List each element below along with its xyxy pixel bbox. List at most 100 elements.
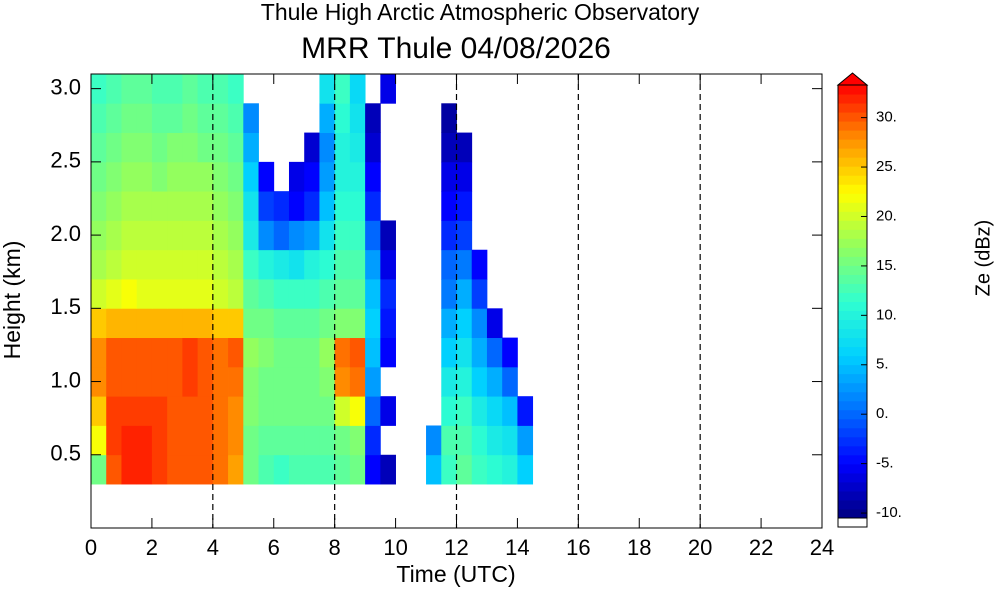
heatmap-cell — [273, 454, 290, 485]
heatmap-cell — [334, 220, 351, 251]
heatmap-cell — [136, 191, 153, 221]
heatmap-cell — [106, 396, 122, 426]
heatmap-cell — [151, 103, 168, 133]
heatmap-cell — [182, 366, 199, 397]
colorbar-tick-label: 30. — [876, 109, 897, 126]
heatmap-cell — [91, 425, 107, 456]
heatmap-cell — [212, 425, 229, 456]
heatmap-cell — [441, 103, 457, 133]
heatmap-cell — [151, 161, 168, 192]
x-tick-label: 4 — [207, 535, 219, 560]
x-axis-label: Time (UTC) — [396, 561, 515, 587]
heatmap-cell — [456, 425, 473, 456]
heatmap-cell — [151, 74, 168, 104]
heatmap-cell — [212, 249, 229, 280]
heatmap-cell — [258, 191, 275, 221]
heatmap-cell — [121, 337, 138, 368]
heatmap-cell — [121, 161, 138, 192]
heatmap-cell — [349, 74, 366, 104]
colorbar-band — [838, 463, 867, 474]
heatmap-cell — [136, 161, 153, 192]
heatmap-cell — [456, 191, 473, 221]
heatmap-cell — [304, 191, 320, 221]
heatmap-cell — [243, 191, 259, 221]
heatmap-cell — [212, 337, 229, 368]
colorbar-band — [838, 283, 867, 293]
heatmap-cell — [228, 425, 244, 456]
heatmap-cell — [365, 425, 381, 456]
colorbar-band — [838, 175, 867, 185]
heatmap-cell — [167, 103, 183, 133]
heatmap-cell — [167, 161, 183, 192]
heatmap-cell — [456, 279, 473, 309]
heatmap-cell — [273, 249, 290, 280]
heatmap-cell — [212, 132, 229, 163]
colorbar-band — [838, 256, 867, 266]
heatmap-cell — [121, 132, 138, 163]
heatmap-cell — [106, 191, 122, 221]
heatmap-cell — [288, 220, 305, 251]
colorbar-tick-label: 10. — [876, 306, 897, 323]
heatmap-cell — [349, 132, 366, 163]
colorbar-label: Ze (dBz) — [972, 220, 994, 297]
heatmap-cell — [304, 366, 320, 397]
y-tick-label: 2.0 — [50, 221, 81, 246]
colorbar-tick-label: 20. — [876, 207, 897, 224]
heatmap-cell — [106, 74, 122, 104]
heatmap-cell — [365, 132, 381, 163]
heatmap-cell — [319, 337, 336, 368]
heatmap-cell — [288, 337, 305, 368]
colorbar-band — [838, 301, 867, 312]
heatmap-cell — [243, 249, 259, 280]
heatmap-cell — [197, 366, 214, 397]
chart-subtitle: MRR Thule 04/08/2026 — [301, 32, 611, 65]
heatmap-cell — [91, 396, 107, 426]
heatmap-cell — [228, 103, 244, 133]
colorbar-band — [838, 373, 867, 384]
heatmap-cell — [319, 103, 336, 133]
heatmap-cell — [471, 425, 488, 456]
heatmap-cell — [304, 425, 320, 456]
heatmap-cell — [441, 308, 457, 339]
heatmap-cell — [349, 454, 366, 485]
colorbar-band — [838, 319, 867, 330]
heatmap-cell — [243, 132, 259, 163]
heatmap-cell — [365, 308, 381, 339]
heatmap-cell — [304, 279, 320, 309]
heatmap-cell — [456, 454, 473, 485]
heatmap-cell — [121, 366, 138, 397]
heatmap-cell — [91, 132, 107, 163]
heatmap-cell — [182, 396, 199, 426]
heatmap-cell — [502, 337, 518, 368]
heatmap-cell — [441, 191, 457, 221]
heatmap-cell — [136, 132, 153, 163]
heatmap-cell — [212, 220, 229, 251]
heatmap-cell — [365, 249, 381, 280]
colorbar-arrow — [836, 72, 869, 86]
colorbar-band — [838, 337, 867, 348]
colorbar-band — [838, 157, 867, 167]
heatmap-cell — [151, 132, 168, 163]
heatmap-cell — [365, 454, 381, 485]
colorbar-band — [838, 166, 867, 176]
heatmap-cell — [243, 366, 259, 397]
colorbar-band — [838, 400, 867, 411]
heatmap-cell — [471, 454, 488, 485]
heatmap-cell — [91, 279, 107, 309]
heatmap-cell — [106, 132, 122, 163]
heatmap-cell — [288, 161, 305, 192]
heatmap-cell — [243, 220, 259, 251]
heatmap-cell — [380, 454, 396, 485]
heatmap-cell — [106, 161, 122, 192]
heatmap-cell — [121, 454, 138, 485]
colorbar-band — [838, 508, 867, 519]
heatmap-cell — [258, 425, 275, 456]
heatmap-cell — [106, 103, 122, 133]
heatmap-cell — [365, 191, 381, 221]
heatmap-cell — [304, 220, 320, 251]
heatmap-cell — [136, 337, 153, 368]
heatmap-cell — [517, 425, 534, 456]
heatmap-cell — [441, 454, 457, 485]
x-tick-label: 8 — [329, 535, 341, 560]
